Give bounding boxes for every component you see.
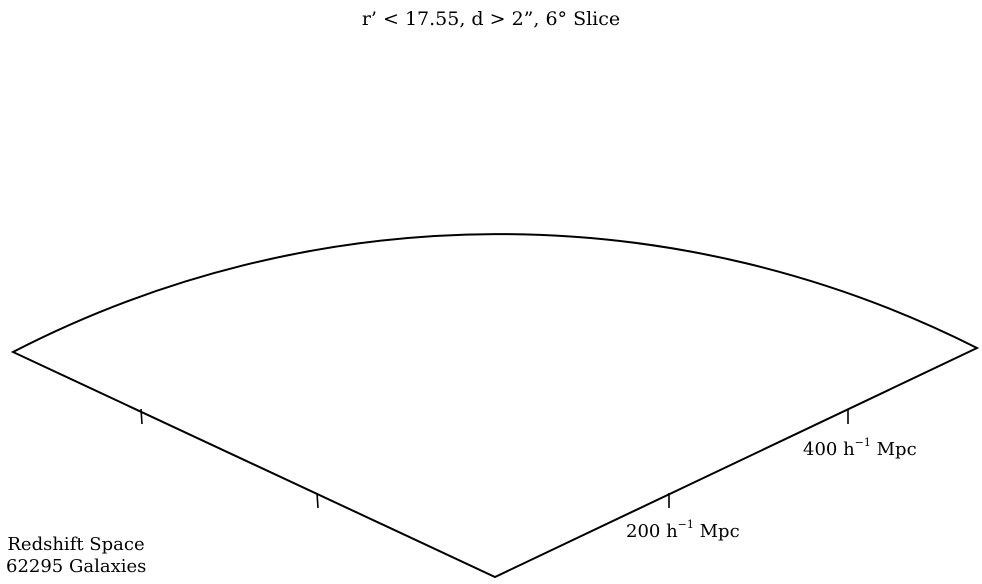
space-label: Redshift Space [7, 534, 145, 555]
scale-label-200: 200 h−1 Mpc [626, 518, 740, 542]
wedge-outline [10, 233, 980, 579]
corner-caption: Redshift Space 62295 Galaxies [6, 534, 146, 578]
radial-ticks [140, 408, 849, 509]
tick-left-400 [140, 408, 143, 425]
scale-200-prefix: 200 h [626, 521, 678, 542]
tick-left-200 [316, 492, 319, 509]
scale-200-suffix: Mpc [693, 521, 740, 542]
scale-400-suffix: Mpc [870, 439, 917, 460]
figure-title: r’ < 17.55, d > 2”, 6° Slice [361, 8, 621, 30]
scale-200-exponent: −1 [677, 518, 694, 531]
galaxy-count: 62295 Galaxies [6, 556, 147, 577]
scale-400-prefix: 400 h [803, 439, 855, 460]
scale-label-400: 400 h−1 Mpc [803, 436, 917, 460]
scale-400-exponent: −1 [854, 436, 871, 449]
